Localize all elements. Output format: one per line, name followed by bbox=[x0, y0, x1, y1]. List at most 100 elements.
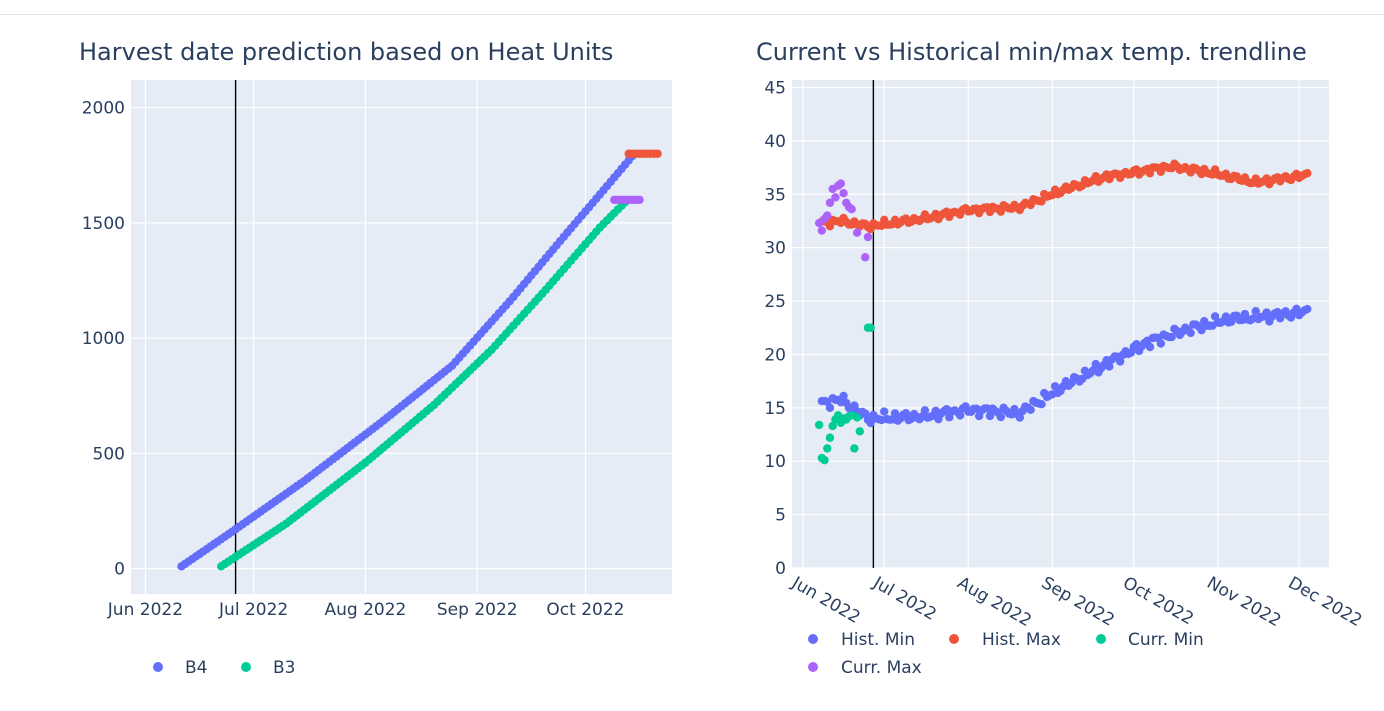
legend-curr-max-swatch bbox=[808, 662, 818, 672]
legend-hist-max-label: Hist. Max bbox=[982, 630, 1061, 650]
point-hist-min bbox=[890, 409, 900, 418]
heat-units-tick-labels: 0 500 1000 1500 2000 Jun 2022 Jul 2022 Aug 2022… bbox=[82, 99, 625, 620]
point-curr-max bbox=[863, 232, 873, 242]
y-tick-label: 500 bbox=[93, 444, 125, 464]
point-hist-min bbox=[1167, 332, 1176, 342]
point-curr-min bbox=[866, 323, 875, 332]
point-curr-max bbox=[839, 188, 848, 198]
series-b4 bbox=[177, 151, 637, 571]
legend-hist-min-label: Hist. Min bbox=[841, 630, 915, 650]
legend-item-curr-max[interactable]: Curr. Max bbox=[808, 658, 922, 678]
legend-b3-label: B3 bbox=[273, 658, 295, 678]
point-hist-min bbox=[1145, 342, 1155, 352]
heat-units-chart: Harvest date prediction based on Heat Un… bbox=[79, 38, 672, 678]
legend-b4-swatch bbox=[153, 662, 163, 672]
point-curr-max bbox=[836, 179, 846, 188]
legend-curr-min-label: Curr. Min bbox=[1128, 630, 1204, 650]
x-tick-label: Aug 2022 bbox=[954, 573, 1035, 631]
y-tick-label: 0 bbox=[114, 560, 125, 580]
temperature-chart-title: Current vs Historical min/max temp. tren… bbox=[756, 38, 1307, 66]
point-hist-min bbox=[1115, 357, 1125, 366]
point-curr-min bbox=[825, 433, 835, 442]
harvest-marker-1 bbox=[610, 195, 644, 205]
y-tick-label: 40 bbox=[764, 132, 786, 152]
x-tick-label: Oct 2022 bbox=[1119, 573, 1197, 629]
x-tick-label: Jul 2022 bbox=[218, 600, 288, 620]
legend-hist-min-swatch bbox=[808, 634, 818, 644]
y-tick-label: 25 bbox=[764, 292, 786, 312]
x-tick-label: Dec 2022 bbox=[1285, 573, 1366, 631]
legend-hist-max-swatch bbox=[949, 634, 959, 644]
legend-b4-label: B4 bbox=[185, 658, 207, 678]
point-curr-max bbox=[825, 198, 835, 208]
point-hist-min bbox=[1037, 400, 1046, 409]
point-curr-max bbox=[852, 228, 862, 237]
series-hist-max bbox=[817, 159, 1312, 234]
legend-item-curr-min[interactable]: Curr. Min bbox=[1096, 630, 1204, 650]
harvest-marker-point bbox=[653, 149, 662, 158]
point-hist-min bbox=[996, 412, 1006, 422]
point-curr-min bbox=[823, 444, 832, 453]
point-hist-min bbox=[920, 406, 930, 415]
x-tick-label: Jun 2022 bbox=[787, 573, 863, 628]
x-tick-label: Jul 2022 bbox=[869, 573, 940, 625]
point-curr-min bbox=[820, 455, 829, 465]
y-tick-label: 5 bbox=[775, 506, 786, 526]
harvest-marker-point bbox=[635, 195, 644, 205]
heat-units-marks bbox=[177, 80, 662, 594]
y-tick-label: 45 bbox=[764, 78, 786, 98]
x-tick-label: Sep 2022 bbox=[437, 600, 518, 620]
point-curr-min bbox=[814, 420, 824, 430]
point-curr-max bbox=[817, 226, 827, 235]
x-tick-label: Sep 2022 bbox=[1038, 573, 1118, 631]
heat-units-legend[interactable]: B4 B3 bbox=[153, 658, 295, 678]
point-hist-max bbox=[1037, 197, 1046, 206]
point-hist-max bbox=[996, 207, 1006, 216]
point-curr-max bbox=[847, 205, 856, 214]
y-tick-label: 15 bbox=[764, 399, 786, 419]
point-curr-min bbox=[850, 444, 859, 453]
point-hist-min bbox=[1303, 304, 1312, 314]
x-tick-label: Jun 2022 bbox=[107, 600, 183, 620]
point-hist-min bbox=[839, 391, 848, 401]
y-tick-label: 35 bbox=[764, 185, 786, 205]
harvest-marker-0 bbox=[624, 149, 662, 158]
series-hist-min bbox=[817, 304, 1312, 428]
legend-item-hist-min[interactable]: Hist. Min bbox=[808, 630, 915, 650]
legend-item-hist-max[interactable]: Hist. Max bbox=[949, 630, 1061, 650]
point-hist-min bbox=[1015, 413, 1025, 422]
legend-item-b4[interactable]: B4 bbox=[153, 658, 207, 678]
series-curr-min bbox=[814, 323, 875, 465]
point-hist-min bbox=[1156, 339, 1166, 348]
temperature-marks bbox=[814, 80, 1312, 568]
series-b3 bbox=[216, 197, 630, 571]
point-hist-min bbox=[1186, 328, 1195, 338]
legend-item-b3[interactable]: B3 bbox=[241, 658, 295, 678]
point-curr-max bbox=[823, 211, 832, 220]
point-hist-max bbox=[825, 222, 835, 231]
x-tick-label: Nov 2022 bbox=[1203, 573, 1284, 631]
y-tick-label: 0 bbox=[775, 559, 786, 579]
temperature-grid bbox=[792, 80, 1329, 569]
legend-curr-min-swatch bbox=[1096, 634, 1106, 644]
point-hist-min bbox=[1251, 306, 1260, 316]
point-hist-min bbox=[1050, 382, 1060, 391]
y-tick-label: 2000 bbox=[82, 99, 125, 119]
heat-units-plot-area bbox=[131, 80, 672, 594]
point-hist-max bbox=[1303, 169, 1312, 178]
point-hist-min bbox=[1026, 405, 1035, 415]
heat-units-grid bbox=[131, 80, 672, 594]
point-curr-max bbox=[831, 193, 840, 202]
temperature-legend[interactable]: Hist. Min Hist. Max Curr. Min Curr. Max bbox=[808, 630, 1204, 678]
y-tick-label: 1500 bbox=[82, 214, 125, 234]
point-curr-min bbox=[828, 421, 837, 431]
x-tick-label: Oct 2022 bbox=[546, 600, 624, 620]
point-hist-min bbox=[985, 411, 995, 421]
point-hist-min bbox=[901, 409, 911, 418]
point-hist-min bbox=[1105, 362, 1114, 371]
point-hist-min bbox=[825, 403, 835, 413]
heat-units-chart-title: Harvest date prediction based on Heat Un… bbox=[79, 38, 613, 66]
point-curr-max bbox=[861, 253, 870, 262]
point-hist-min bbox=[955, 411, 965, 420]
